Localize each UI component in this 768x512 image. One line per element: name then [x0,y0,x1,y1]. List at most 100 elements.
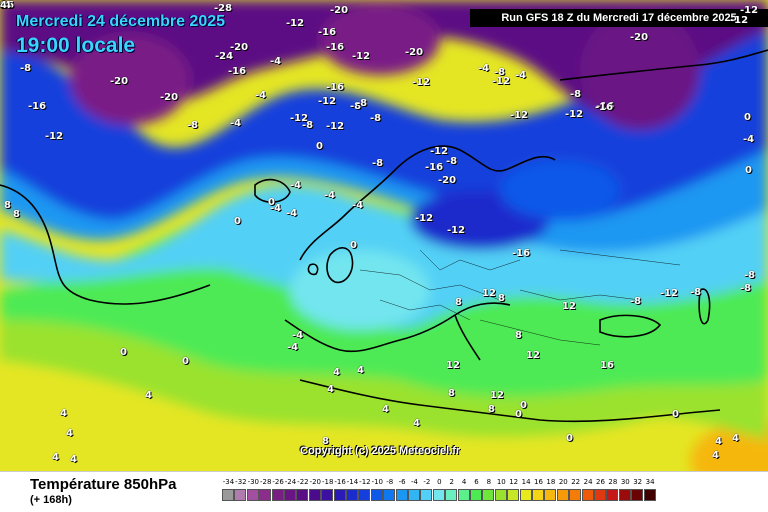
isotherm-label: -4 [286,208,298,219]
legend-color-swatch [308,489,321,501]
legend-tick-label: -8 [386,478,394,486]
isotherm-label: -4 [0,0,12,11]
legend-tick-label: 12 [509,478,519,486]
legend-tick-label: -24 [284,478,297,486]
isotherm-label: 4 [0,0,7,11]
isotherm-label: 8 [455,297,462,308]
legend-color-swatch [296,489,309,501]
isotherm-label: 4 [382,404,389,415]
isotherm-label: 8 [13,209,20,220]
legend-tick-label: 20 [558,478,568,486]
legend-tick-label: -26 [272,478,284,486]
isotherm-label: -4 [743,134,755,145]
legend-tick-label: 34 [645,478,655,486]
isotherm-label: -20 [438,175,457,186]
isotherm-label: 4 [0,0,7,11]
isotherm-label: 4 [66,428,73,439]
legend-tick-label: 30 [620,478,630,486]
isotherm-label: -12 [326,121,345,132]
legend-tick-label: -10 [371,478,384,486]
isotherm-label: 0 [745,165,752,176]
isotherm-label: -12 [430,146,449,157]
legend-color-swatch [333,489,346,501]
isotherm-label: -8 [356,98,368,109]
isotherm-label: 0 [182,356,189,367]
legend-tick-label: -14 [346,478,359,486]
forecast-valid-date: Mercredi 24 décembre 2025 [16,13,226,30]
isotherm-label: -8 [740,283,752,294]
legend-color-swatch [271,489,284,501]
legend-color-swatch [321,489,334,501]
isotherm-label: 8 [448,388,455,399]
legend-color-swatch [482,489,495,501]
legend-color-swatch [234,489,247,501]
isotherm-label: 0 [0,0,7,11]
legend-tick-label: -32 [235,478,247,486]
isotherm-label: -8 [494,67,506,78]
isotherm-label: 0 [0,0,7,11]
legend-color-swatch [432,489,445,501]
isotherm-label: -16 [228,66,247,77]
legend-tick-label: 2 [449,478,454,486]
legend-color-swatch [643,489,656,501]
isotherm-label: -4 [270,203,282,214]
isotherm-label: -4 [287,342,299,353]
isotherm-label: 0 [0,0,7,11]
isotherm-label: -12 [740,5,759,16]
isotherm-label: -16 [326,42,345,53]
isotherm-label: -12 [660,288,679,299]
legend-tick-label: -20 [309,478,322,486]
legend-color-swatch [408,489,420,501]
isotherm-label: -8 [446,156,458,167]
isotherm-label: 4 [732,433,739,444]
legend-tick-label: -12 [359,478,371,486]
isotherm-label: 8 [498,293,505,304]
isotherm-label: -16 [28,101,47,112]
isotherm-label: -4 [230,118,242,129]
forecast-valid-time: 19:00 locale [16,34,136,57]
isotherm-label: -12 [415,213,434,224]
isotherm-label: 16 [0,0,14,11]
legend-tick-label: -30 [247,478,260,486]
isotherm-label: -12 [290,113,309,124]
isotherm-label: -12 [318,96,337,107]
isotherm-label: 4 [327,384,334,395]
isotherm-label: 0 [316,141,323,152]
isotherm-label: -16 [512,248,531,259]
legend-tick-label: -28 [259,478,272,486]
isotherm-label: -24 [215,51,234,62]
isotherm-label: 8 [488,404,495,415]
isotherm-label: -12 [286,18,305,29]
isotherm-label: -16 [596,101,615,112]
legend-color-swatch [631,489,644,501]
legend-color-swatch [532,489,544,501]
isotherm-label: -4 [290,180,302,191]
legend-tick-label: -16 [334,478,346,486]
legend-tick-label: 18 [546,478,556,486]
legend-tick-label: 16 [534,478,543,486]
legend-color-swatch [581,489,594,501]
isotherm-label: 4 [52,452,59,463]
isotherm-label: 12 [526,350,540,361]
legend-color-swatch [594,489,606,501]
lead-time: (+ 168h) [30,494,72,506]
isotherm-label: 0 [672,409,679,420]
isotherm-label: -8 [350,101,362,112]
legend-tick-label: -2 [423,478,431,486]
isotherm-label: 0 [120,347,127,358]
isotherm-label: -4 [255,90,267,101]
legend-color-swatch [544,489,557,501]
isotherm-label: -12 [412,77,431,88]
isotherm-label: -20 [330,5,349,16]
isotherm-label: 4 [145,390,152,401]
legend-color-swatch [346,489,358,501]
isotherm-label: 0 [520,400,527,411]
legend-tick-label: 32 [633,478,643,486]
isotherm-label: -12 [45,131,64,142]
isotherm-label: -20 [110,76,129,87]
isotherm-label: 4 [60,408,67,419]
legend-tick-label: 4 [461,478,467,486]
isotherm-label: -12 [352,51,371,62]
legend-tick-label: 10 [496,478,506,486]
legend-color-swatch [606,489,619,501]
